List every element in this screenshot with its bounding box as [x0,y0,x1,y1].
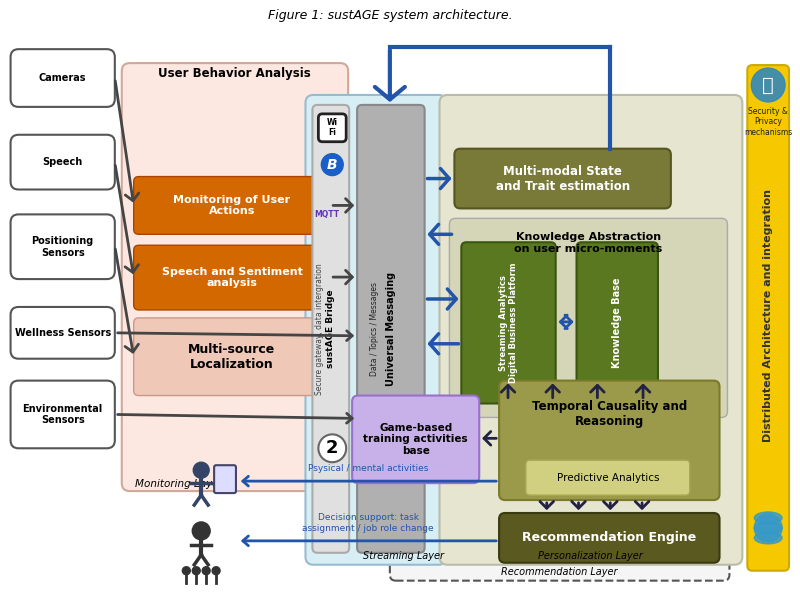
Text: Cameras: Cameras [39,73,86,83]
Ellipse shape [754,512,782,524]
FancyBboxPatch shape [134,176,330,234]
Text: MQTT: MQTT [314,210,339,219]
Text: Speech and Sentiment
analysis: Speech and Sentiment analysis [162,267,302,289]
FancyBboxPatch shape [134,245,330,310]
Ellipse shape [754,532,782,544]
FancyBboxPatch shape [318,114,346,142]
FancyBboxPatch shape [577,242,658,403]
Text: Secure gateway, data intergration: Secure gateway, data intergration [315,263,324,395]
Text: Wi
Fi: Wi Fi [326,118,338,137]
FancyBboxPatch shape [352,396,479,483]
Circle shape [202,567,210,575]
Text: sustAGE Bridge: sustAGE Bridge [326,289,334,368]
Text: Monitoring of User
Actions: Monitoring of User Actions [174,195,290,216]
FancyBboxPatch shape [10,307,115,359]
FancyBboxPatch shape [10,381,115,448]
Text: Decision support: task
assignment / job role change: Decision support: task assignment / job … [302,513,434,533]
Text: Recommendation Layer: Recommendation Layer [502,567,618,577]
Text: Streaming Analytics
Digital Business Platform: Streaming Analytics Digital Business Pla… [499,263,518,383]
Text: Security &
Privacy
mechanisms: Security & Privacy mechanisms [744,107,792,137]
FancyBboxPatch shape [747,65,789,571]
Text: Streaming Layer: Streaming Layer [363,551,444,561]
Text: Personalization Layer: Personalization Layer [538,551,643,561]
Circle shape [194,462,209,478]
Circle shape [318,434,346,462]
Text: 2: 2 [326,440,338,457]
Text: Positioning
Sensors: Positioning Sensors [31,236,94,258]
Text: Predictive Analytics: Predictive Analytics [557,473,659,483]
Text: Speech: Speech [42,157,83,167]
Text: Universal Messaging: Universal Messaging [386,272,396,386]
Text: User Behavior Analysis: User Behavior Analysis [158,67,310,80]
Text: 🔒: 🔒 [762,75,774,94]
Ellipse shape [754,522,782,534]
Text: Multi-source
Localization: Multi-source Localization [188,343,276,371]
Circle shape [754,514,782,542]
Circle shape [212,567,220,575]
FancyBboxPatch shape [454,148,671,208]
Circle shape [751,68,785,102]
Text: B: B [327,157,338,172]
FancyBboxPatch shape [10,214,115,279]
FancyBboxPatch shape [462,242,556,403]
Text: Game-based
training activities
base: Game-based training activities base [363,423,468,456]
Text: Figure 1: sustAGE system architecture.: Figure 1: sustAGE system architecture. [267,9,512,22]
Circle shape [192,567,200,575]
FancyBboxPatch shape [526,460,690,495]
FancyBboxPatch shape [357,105,425,553]
Text: Wellness Sensors: Wellness Sensors [14,328,111,338]
Text: Temporal Causality and
Reasoning: Temporal Causality and Reasoning [532,400,687,428]
Text: Psysical / mental activities: Psysical / mental activities [308,464,428,473]
FancyBboxPatch shape [10,135,115,189]
Text: Knowledge Abstraction
on user micro-moments: Knowledge Abstraction on user micro-mome… [514,232,662,254]
FancyBboxPatch shape [499,513,719,563]
Text: Knowledge Base: Knowledge Base [612,277,622,368]
FancyBboxPatch shape [122,63,348,491]
FancyBboxPatch shape [214,465,236,493]
Text: Environmental
Sensors: Environmental Sensors [22,404,103,425]
FancyBboxPatch shape [134,318,330,396]
Text: Multi-modal State
and Trait estimation: Multi-modal State and Trait estimation [495,165,630,192]
Circle shape [322,154,343,176]
FancyBboxPatch shape [499,381,719,500]
Text: Distributed Architecture and integration: Distributed Architecture and integration [763,189,773,443]
FancyBboxPatch shape [390,360,730,581]
FancyBboxPatch shape [450,219,727,418]
Circle shape [182,567,190,575]
Text: Data / Topics / Messages: Data / Topics / Messages [370,282,379,376]
Text: Monitoring Layer: Monitoring Layer [135,479,223,489]
Circle shape [192,522,210,540]
FancyBboxPatch shape [313,105,349,553]
FancyBboxPatch shape [439,95,742,565]
FancyBboxPatch shape [306,95,446,565]
Text: Recommendation Engine: Recommendation Engine [522,532,697,544]
FancyBboxPatch shape [10,49,115,107]
